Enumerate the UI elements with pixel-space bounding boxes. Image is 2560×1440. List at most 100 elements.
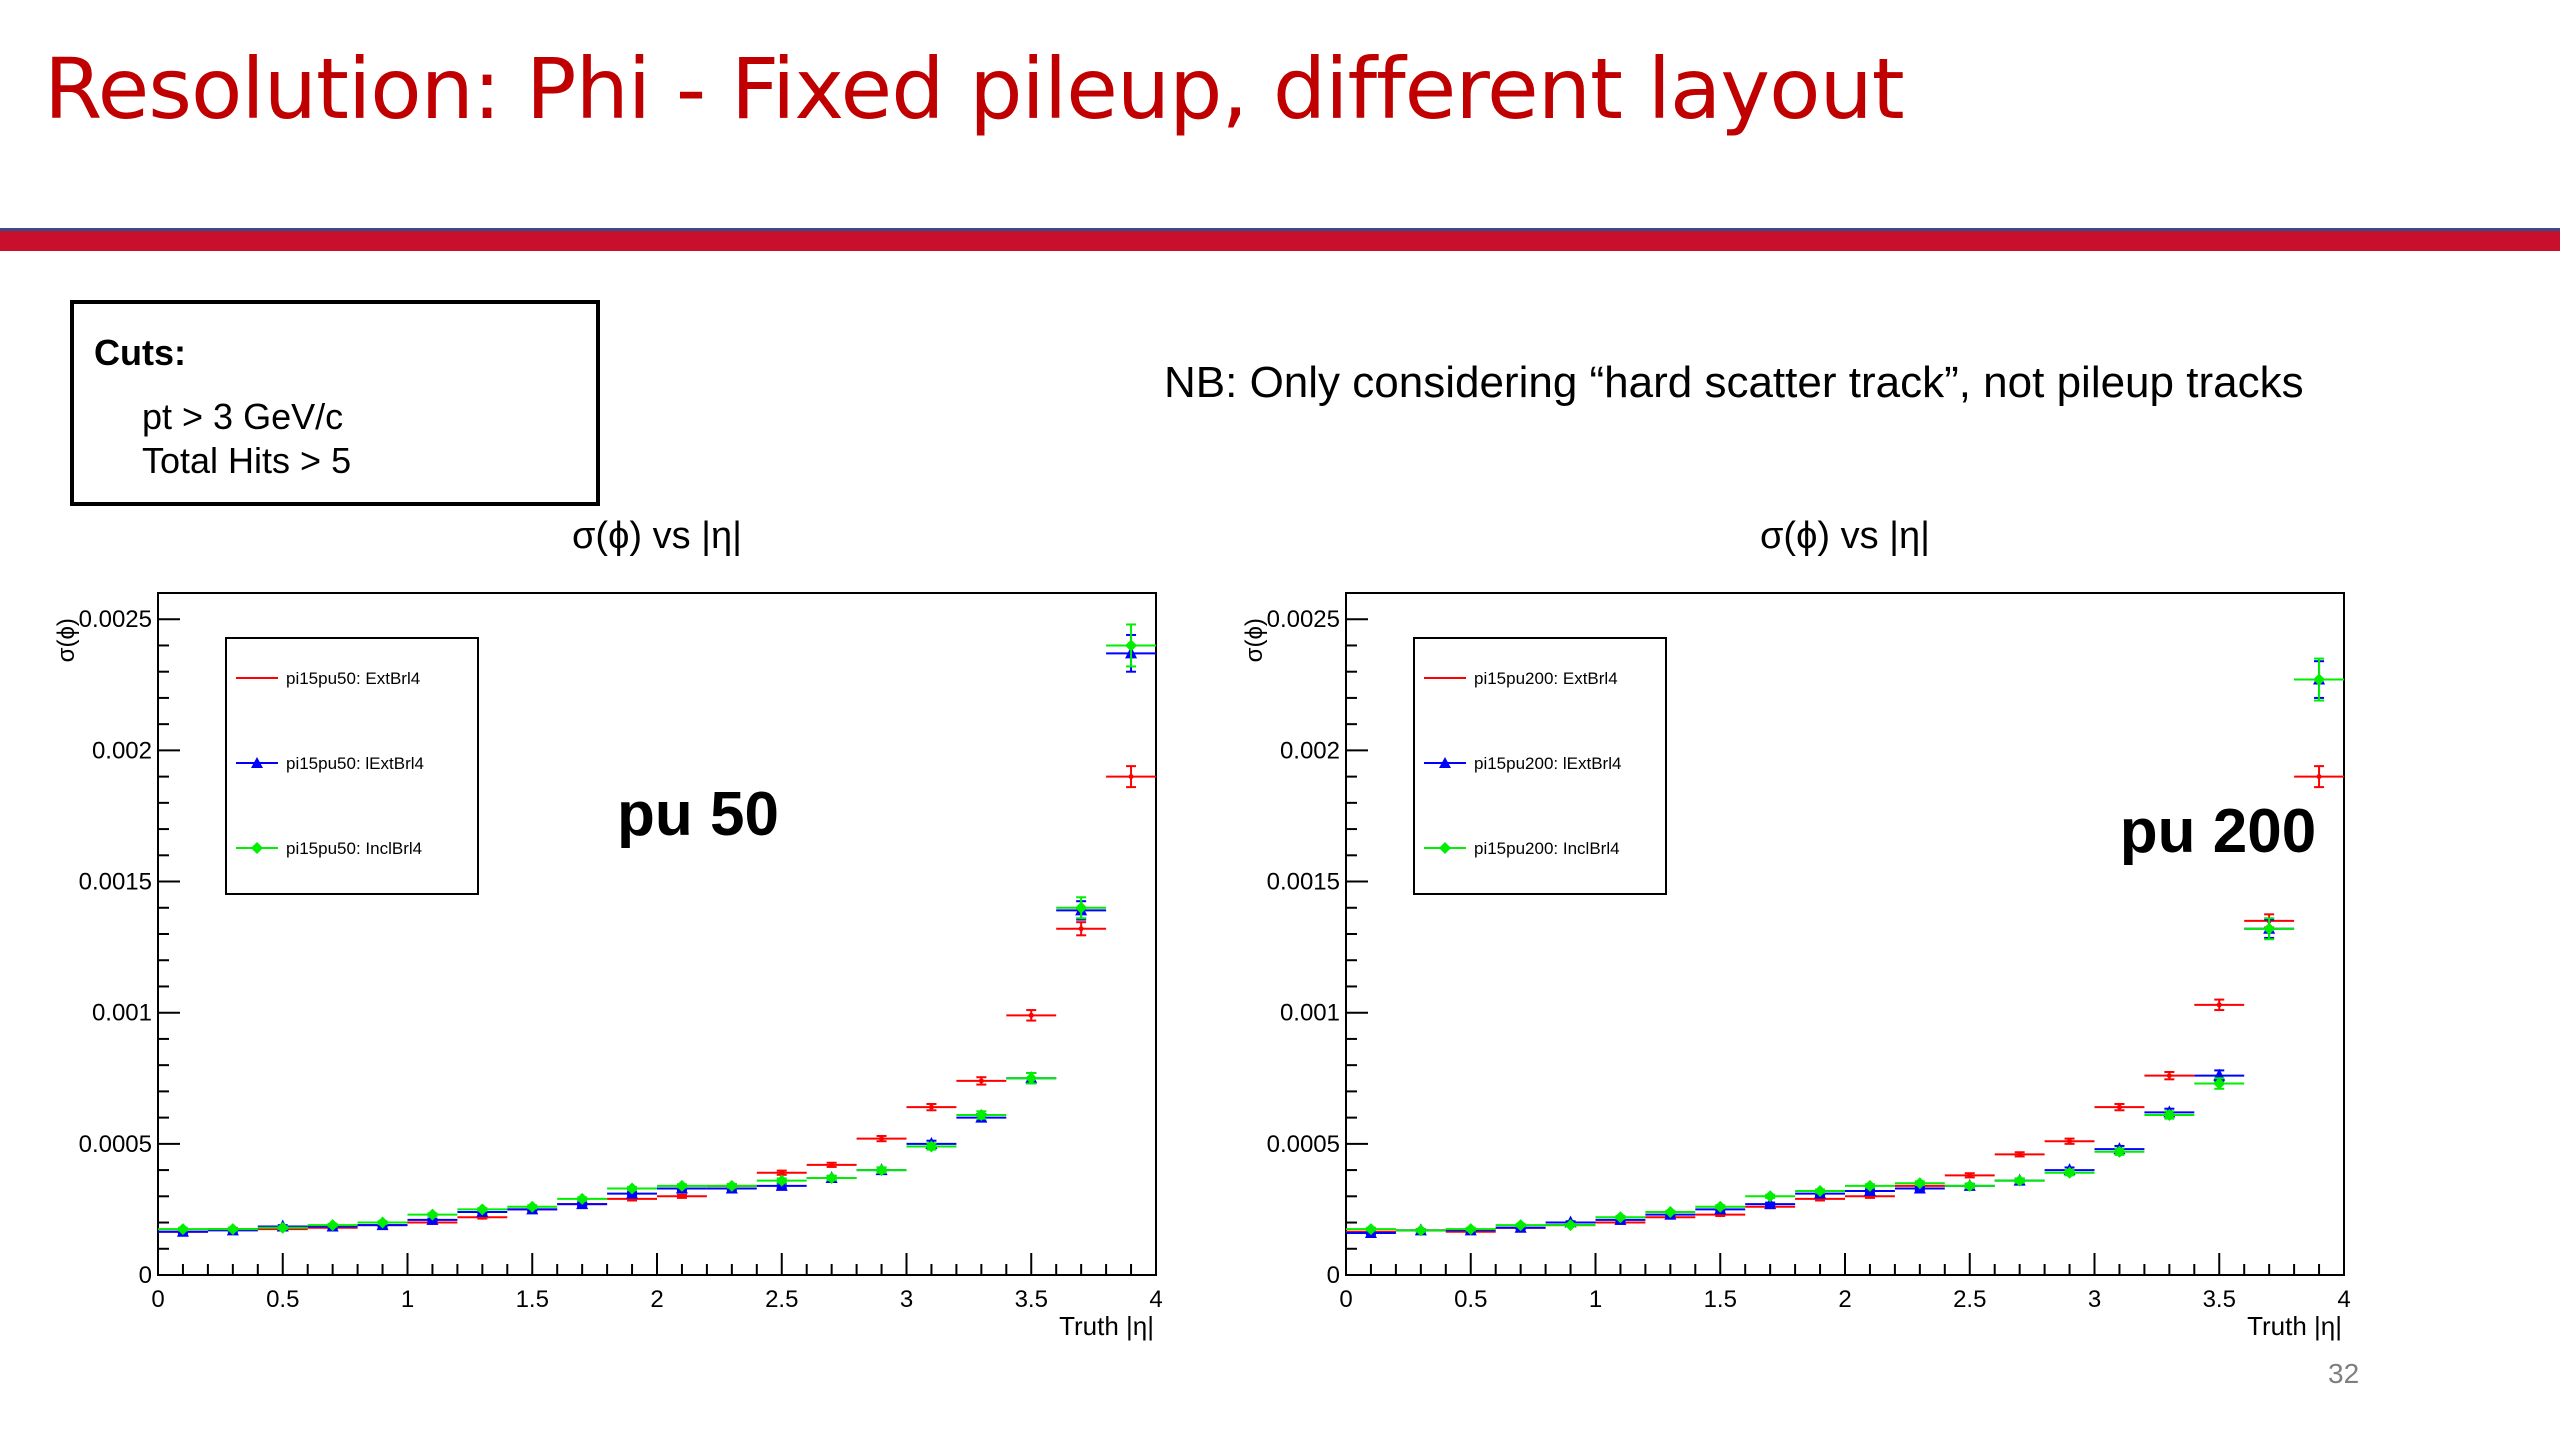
cuts-line-pt: pt > 3 GeV/c	[142, 396, 344, 437]
legend-label: pi15pu200: InclBrl4	[1474, 839, 1620, 858]
data-point	[1764, 1190, 1777, 1203]
data-point	[1913, 1177, 1926, 1190]
data-point	[928, 1104, 934, 1110]
data-point	[779, 1170, 785, 1176]
x-axis-label: Truth |η|	[2247, 1311, 2342, 1341]
data-point	[1614, 1211, 1627, 1224]
data-point	[679, 1193, 685, 1199]
data-point	[925, 1140, 938, 1153]
cuts-title: Cuts:	[94, 332, 186, 373]
y-tick-label: 0.0025	[1267, 606, 1340, 633]
data-point	[2017, 1151, 2023, 1157]
y-tick-label: 0.0015	[79, 869, 152, 896]
x-tick-label: 1.5	[1704, 1286, 1737, 1313]
legend-item-1: pi15pu200: lExtBrl4	[1424, 754, 1621, 773]
data-point	[426, 1208, 439, 1221]
y-tick-label: 0.0025	[79, 606, 152, 633]
legend-marker	[251, 757, 263, 768]
data-point	[829, 1162, 835, 1168]
legend-label: pi15pu50: ExtBrl4	[286, 669, 420, 688]
x-tick-label: 3.5	[2203, 1286, 2236, 1313]
data-point	[476, 1203, 489, 1216]
data-point	[975, 1108, 988, 1121]
series-2	[158, 623, 1156, 1236]
data-point	[2213, 1077, 2226, 1090]
y-axis-label: σ(ϕ)	[1241, 618, 1268, 662]
y-tick-label: 0.002	[1280, 737, 1340, 764]
data-point	[2316, 774, 2322, 780]
data-point	[276, 1221, 289, 1234]
cuts-box: Cuts: pt > 3 GeV/c Total Hits > 5	[70, 300, 600, 506]
data-point	[1714, 1200, 1727, 1213]
legend: pi15pu50: ExtBrl4 pi15pu50: lExtBrl4 pi15p…	[225, 637, 479, 895]
legend-item-2: pi15pu200: InclBrl4	[1424, 839, 1620, 858]
legend-label: pi15pu200: lExtBrl4	[1474, 754, 1621, 773]
data-point	[978, 1078, 984, 1084]
data-point	[176, 1223, 189, 1236]
data-point	[1664, 1206, 1677, 1219]
chart-pu50: σ(ϕ) vs |η| 0 0.5 1 1.5 2 2.5 3 3.5 4 Truth |η| 0 0.…	[30, 500, 1230, 1360]
chart-title: σ(ϕ) vs |η|	[572, 515, 742, 557]
legend-marker	[1439, 842, 1451, 854]
x-tick-label: 3.5	[1015, 1286, 1048, 1313]
x-tick-label: 4	[2337, 1286, 2350, 1313]
x-tick-label: 2	[1838, 1286, 1851, 1313]
x-tick-label: 2.5	[765, 1286, 798, 1313]
data-point	[1863, 1179, 1876, 1192]
data-point	[1075, 901, 1088, 914]
data-point	[2113, 1145, 2126, 1158]
y-tick-label: 0.0005	[1267, 1131, 1340, 1158]
data-point	[875, 1164, 888, 1177]
legend-marker	[1439, 757, 1451, 768]
x-tick-label: 1.5	[516, 1286, 549, 1313]
nb-note: NB: Only considering “hard scatter track…	[1164, 358, 2304, 407]
data-point	[226, 1223, 239, 1236]
data-point	[376, 1216, 389, 1229]
data-point	[825, 1171, 838, 1184]
pileup-annotation: pu 200	[2120, 797, 2316, 866]
legend-item-0: pi15pu50: ExtBrl4	[236, 669, 420, 688]
data-point	[2216, 1002, 2222, 1008]
data-point	[2116, 1104, 2122, 1110]
legend-item-2: pi15pu50: InclBrl4	[236, 839, 422, 858]
pileup-annotation: pu 50	[617, 780, 779, 849]
legend: pi15pu200: ExtBrl4 pi15pu200: lExtBrl4 pi1…	[1413, 637, 1667, 895]
x-tick-label: 0	[1339, 1286, 1352, 1313]
y-tick-label: 0.002	[92, 737, 152, 764]
legend-label: pi15pu50: lExtBrl4	[286, 754, 424, 773]
data-point	[1125, 639, 1138, 652]
cuts-line-hits: Total Hits > 5	[142, 440, 352, 481]
page-number: 32	[2328, 1358, 2360, 1389]
data-point	[1814, 1185, 1827, 1198]
data-point	[2263, 922, 2276, 935]
legend-item-1: pi15pu50: lExtBrl4	[236, 754, 424, 773]
data-point	[1364, 1223, 1377, 1236]
x-tick-label: 0.5	[1454, 1286, 1487, 1313]
data-point	[1564, 1219, 1577, 1232]
data-point	[675, 1179, 688, 1192]
y-axis-label: σ(ϕ)	[53, 618, 80, 662]
data-point	[1764, 1197, 1777, 1210]
series-2	[1346, 657, 2344, 1237]
y-tick-label: 0.001	[1280, 1000, 1340, 1027]
data-point	[1464, 1223, 1477, 1236]
data-point	[1414, 1224, 1427, 1237]
x-axis-label: Truth |η|	[1059, 1311, 1154, 1341]
x-tick-label: 3	[900, 1286, 913, 1313]
title-divider	[0, 228, 2560, 251]
data-point	[2063, 1166, 2076, 1179]
x-tick-label: 0.5	[266, 1286, 299, 1313]
data-point	[1025, 1072, 1038, 1085]
y-tick-label: 0.0015	[1267, 869, 1340, 896]
data-point	[2163, 1108, 2176, 1121]
y-tick-label: 0	[139, 1262, 152, 1289]
y-tick-label: 0	[1327, 1262, 1340, 1289]
data-point	[1128, 774, 1134, 780]
x-tick-label: 0	[151, 1286, 164, 1313]
legend-label: pi15pu200: ExtBrl4	[1474, 669, 1618, 688]
data-point	[526, 1200, 539, 1213]
